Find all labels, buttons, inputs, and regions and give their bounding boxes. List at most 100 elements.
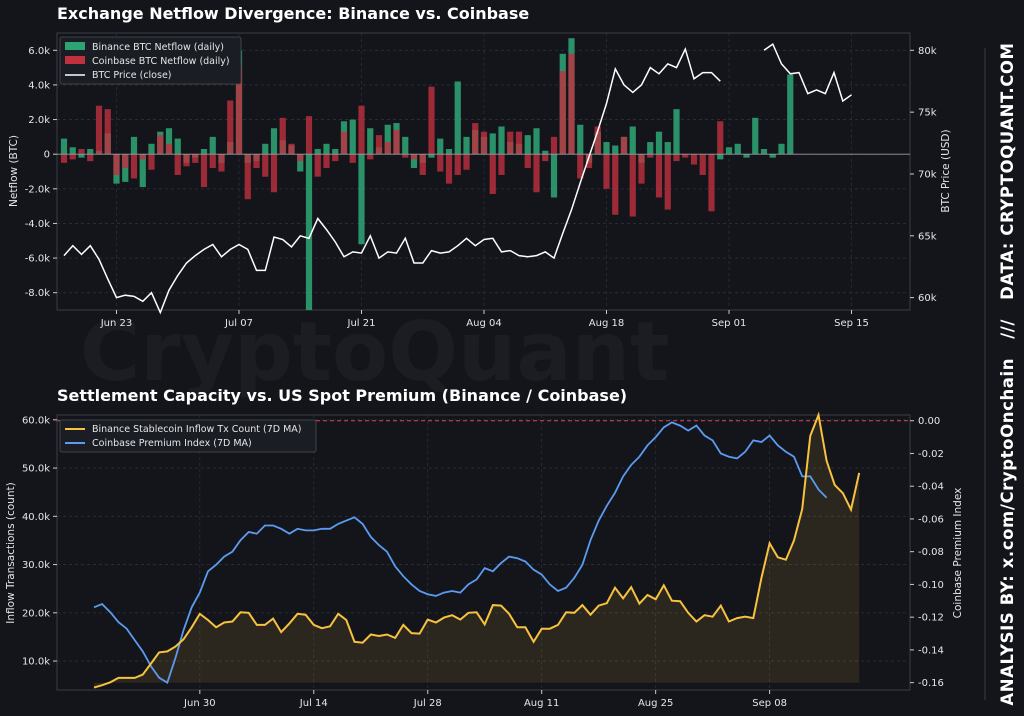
binance-netflow-bar: [358, 154, 365, 245]
coinbase-netflow-bar: [288, 143, 295, 155]
legend-premium-label: Coinbase Premium Index (7D MA): [92, 438, 252, 449]
coinbase-netflow-bar: [472, 123, 479, 155]
top-x-tick-label: Aug 18: [589, 318, 624, 329]
coinbase-netflow-bar: [358, 105, 365, 155]
binance-netflow-bar: [550, 154, 558, 198]
coinbase-netflow-bar: [647, 154, 654, 158]
coinbase-netflow-bar: [463, 154, 470, 170]
bottom-plot-frame: [56, 414, 911, 691]
coinbase-netflow-bar: [349, 154, 356, 163]
coinbase-netflow-bar: [507, 131, 514, 155]
top-y-tick-label: 6.0k: [28, 46, 50, 57]
coinbase-netflow-bar: [104, 109, 111, 155]
binance-netflow-bar: [209, 136, 216, 155]
coinbase-netflow-bar: [314, 154, 321, 177]
coinbase-netflow-bar: [60, 154, 68, 163]
coinbase-netflow-bar: [612, 154, 619, 215]
side-credit: ANALYSIS BY: x.com/CryptoOnchain /// DAT…: [998, 42, 1017, 705]
binance-netflow-bar: [787, 74, 794, 155]
coinbase-netflow-bar: [332, 154, 339, 162]
coinbase-netflow-bar: [428, 86, 435, 155]
coinbase-netflow-bar: [577, 154, 584, 179]
binance-netflow-bar: [437, 138, 444, 155]
bottom-y-tick-label: 50.0k: [22, 464, 50, 475]
bottom-y2-tick-label: -0.10: [918, 580, 944, 591]
binance-netflow-bar: [612, 145, 619, 155]
legend-binance-swatch: [65, 42, 85, 50]
top-y-tick-label: 4.0k: [28, 80, 50, 91]
top-y2-tick-label: 65k: [918, 231, 937, 242]
coinbase-netflow-bar: [367, 154, 374, 160]
bottom-y2-tick-label: -0.16: [918, 678, 944, 689]
coinbase-netflow-bar: [550, 136, 558, 155]
coinbase-netflow-bar: [594, 126, 601, 155]
top-y-tick-label: -8.0k: [25, 288, 51, 299]
bottom-y2-tick-label: -0.14: [918, 645, 944, 656]
coinbase-netflow-bar: [113, 154, 120, 175]
binance-netflow-bar: [314, 148, 321, 155]
binance-netflow-bar: [78, 154, 85, 158]
binance-netflow-bar: [743, 154, 750, 158]
binance-netflow-bar: [402, 136, 409, 155]
coinbase-netflow-bar: [664, 154, 671, 210]
bottom-y2-tick-label: -0.02: [918, 449, 944, 460]
binance-netflow-bar: [200, 148, 208, 155]
binance-netflow-bar: [410, 154, 418, 169]
bottom-y2-tick-label: -0.08: [918, 547, 944, 558]
bottom-y-tick-label: 10.0k: [22, 657, 50, 668]
binance-netflow-bar: [647, 142, 654, 155]
bottom-y2-axis-label: Coinbase Premium Index: [952, 488, 964, 619]
coinbase-netflow-bar: [515, 131, 523, 155]
binance-netflow-bar: [577, 124, 584, 155]
bottom-y-axis-label: Inflow Transactions (count): [5, 482, 17, 623]
binance-netflow-bar: [734, 143, 741, 155]
binance-netflow-bar: [69, 147, 76, 155]
coinbase-netflow-bar: [480, 131, 488, 155]
binance-netflow-bar: [498, 126, 505, 155]
stablecoin-inflow-line: [93, 411, 861, 689]
coinbase-netflow-bar: [122, 154, 129, 169]
binance-netflow-bar: [655, 131, 663, 155]
top-y-tick-label: 2.0k: [28, 115, 50, 126]
binance-netflow-bar: [725, 147, 733, 155]
coinbase-netflow-bar: [603, 154, 610, 189]
coinbase-netflow-bar: [585, 154, 593, 169]
binance-netflow-bar: [323, 143, 330, 155]
coinbase-netflow-bar: [375, 135, 383, 155]
top-y2-tick-label: 80k: [918, 46, 937, 57]
bottom-x-tick-label: Jun 30: [183, 698, 216, 709]
binance-netflow-bar: [533, 128, 540, 155]
coinbase-netflow-bar: [139, 154, 146, 160]
coinbase-netflow-bar: [393, 129, 400, 155]
coinbase-netflow-bar: [253, 154, 260, 169]
binance-netflow-bar: [367, 128, 374, 155]
coinbase-netflow-bar: [340, 131, 348, 155]
coinbase-netflow-bar: [437, 154, 444, 172]
coinbase-netflow-bar: [402, 154, 409, 158]
legend-stablecoin-label: Binance Stablecoin Inflow Tx Count (7D M…: [92, 424, 302, 435]
top-y2-tick-label: 60k: [918, 293, 937, 304]
bottom-x-tick-label: Aug 11: [524, 698, 559, 709]
binance-netflow-bar: [139, 154, 146, 188]
top-x-tick-label: Jul 07: [224, 318, 253, 329]
binance-netflow-bar: [87, 148, 94, 155]
binance-netflow-bar: [332, 148, 339, 155]
coinbase-netflow-bar: [87, 154, 94, 162]
coinbase-netflow-bar: [148, 154, 155, 170]
binance-netflow-bar: [130, 136, 138, 155]
binance-netflow-bar: [778, 143, 785, 155]
bottom-x-tick-label: Jul 14: [299, 698, 328, 709]
binance-netflow-bar: [262, 143, 269, 155]
coinbase-netflow-bar: [270, 154, 278, 193]
stablecoin-area-fill: [94, 415, 860, 688]
bottom-chart-title: Settlement Capacity vs. US Spot Premium …: [57, 386, 627, 405]
coinbase-netflow-bar: [384, 142, 391, 155]
btc-price-line: [63, 42, 852, 315]
binance-netflow-bar: [603, 142, 610, 155]
binance-netflow-bar: [165, 128, 173, 155]
premium-index-line: [93, 421, 828, 684]
top-x-tick-label: Jul 21: [347, 318, 376, 329]
bottom-y2-tick-label: -0.06: [918, 514, 944, 525]
top-y2-axis-label: BTC Price (USD): [940, 129, 952, 212]
top-y2-tick-label: 70k: [918, 169, 937, 180]
